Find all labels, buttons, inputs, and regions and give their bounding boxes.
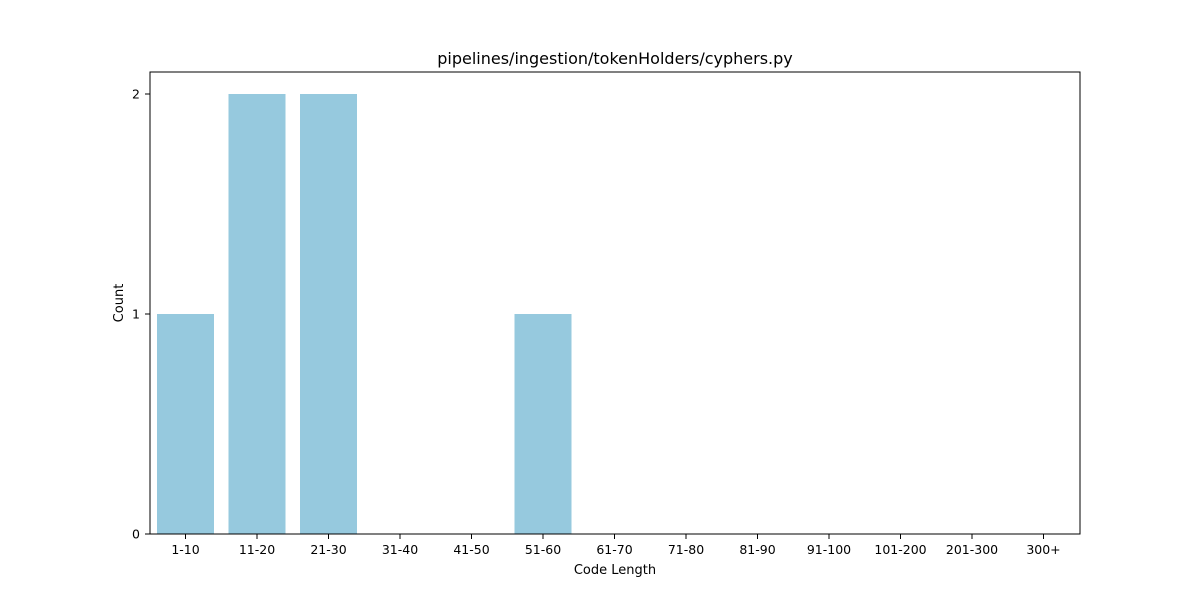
- x-tick-label: 31-40: [382, 542, 418, 557]
- x-tick-label: 61-70: [596, 542, 632, 557]
- bar-51-60: [514, 314, 572, 534]
- x-tick-label: 11-20: [239, 542, 275, 557]
- y-axis-label: Count: [112, 284, 127, 323]
- x-tick-label: 300+: [1026, 542, 1060, 557]
- y-axis-ticks: 0 1 2: [132, 87, 150, 542]
- x-tick-label: 21-30: [310, 542, 346, 557]
- bar-1-10: [157, 314, 214, 534]
- x-tick-label: 1-10: [171, 542, 199, 557]
- x-tick-label: 41-50: [453, 542, 489, 557]
- x-tick-label: 201-300: [946, 542, 998, 557]
- chart-title: pipelines/ingestion/tokenHolders/cyphers…: [437, 49, 793, 68]
- y-tick-label: 1: [132, 307, 140, 322]
- bars-group: [157, 94, 572, 534]
- y-tick-label: 0: [132, 527, 140, 542]
- y-tick-label: 2: [132, 87, 140, 102]
- bar-11-20: [228, 94, 286, 534]
- plot-frame: [149, 71, 1081, 535]
- x-axis-label: Code Length: [574, 563, 656, 578]
- x-axis-ticks: 1-10 11-20 21-30 31-40 41-50 51-60 61-70 71-80 8…: [171, 534, 1061, 557]
- bar-21-30: [300, 94, 357, 534]
- x-tick-label: 51-60: [525, 542, 561, 557]
- x-tick-label: 101-200: [874, 542, 926, 557]
- x-tick-label: 81-90: [739, 542, 775, 557]
- x-tick-label: 71-80: [668, 542, 704, 557]
- x-tick-label: 91-100: [807, 542, 851, 557]
